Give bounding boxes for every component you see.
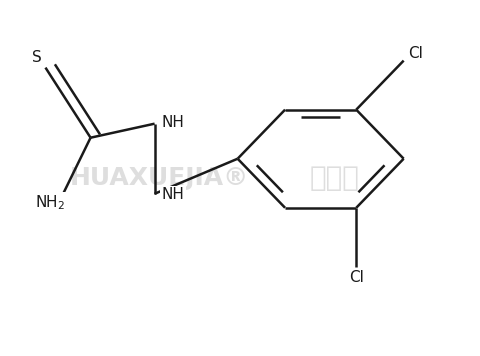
Text: S: S xyxy=(32,49,42,64)
Text: NH: NH xyxy=(162,115,185,130)
Text: NH: NH xyxy=(162,187,185,202)
Text: 化学加: 化学加 xyxy=(310,164,360,192)
Text: HUAXUEJIA®: HUAXUEJIA® xyxy=(70,166,249,190)
Text: Cl: Cl xyxy=(408,46,423,61)
Text: Cl: Cl xyxy=(349,270,364,286)
Text: NH$_2$: NH$_2$ xyxy=(35,193,65,212)
